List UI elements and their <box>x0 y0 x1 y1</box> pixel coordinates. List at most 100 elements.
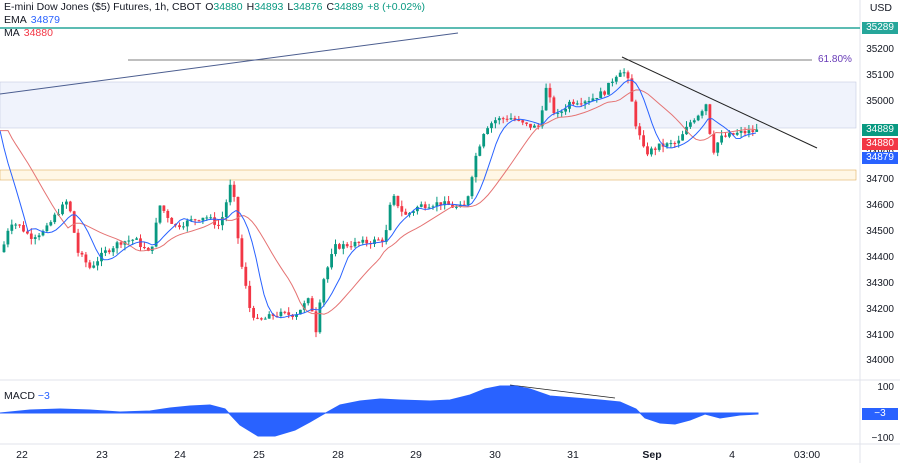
candle-body <box>377 239 380 241</box>
close-value: 34889 <box>334 1 364 13</box>
candle-body <box>322 279 326 303</box>
candle-body <box>435 202 439 207</box>
candle-body <box>638 126 642 136</box>
candle-body <box>217 224 220 226</box>
candle-body <box>154 222 158 247</box>
candle-body <box>29 233 33 239</box>
candle-body <box>423 204 427 208</box>
candle-body <box>240 238 244 267</box>
candle-body <box>72 211 76 233</box>
macd-value: −3 <box>37 390 50 402</box>
candle-body <box>345 244 349 247</box>
price-tick-7: 34400 <box>866 252 894 263</box>
candle-body <box>10 224 14 231</box>
candle-body <box>361 239 365 243</box>
candle-body <box>49 222 53 226</box>
candle-body <box>80 252 84 255</box>
candle-body <box>193 219 197 221</box>
ma-indicator-label[interactable]: MA <box>4 27 20 39</box>
ma-price-badge: 34880 <box>862 138 898 150</box>
candle-body <box>540 110 544 127</box>
candle-body <box>677 140 681 144</box>
open-value: 34880 <box>213 1 243 13</box>
candle-body <box>665 143 669 147</box>
candle-body <box>185 220 189 227</box>
candle-body <box>252 307 255 318</box>
candle-body <box>587 100 591 102</box>
candle-body <box>221 217 224 226</box>
candle-body <box>505 118 509 120</box>
candle-body <box>599 91 603 98</box>
candle-body <box>326 267 330 280</box>
candle-body <box>626 72 630 79</box>
ohlc-high: H34893 <box>247 1 284 14</box>
candle-body <box>61 204 64 215</box>
candle-body <box>700 111 704 116</box>
candle-body <box>657 143 661 150</box>
candle-body <box>162 205 166 211</box>
ema-indicator-label[interactable]: EMA <box>4 14 27 26</box>
candle-body <box>673 143 677 145</box>
macd-value-badge: −3 <box>862 408 898 420</box>
candle-body <box>447 201 450 205</box>
close-label: C <box>326 1 335 13</box>
time-tick-25: 25 <box>253 449 265 461</box>
candle-body <box>330 254 333 268</box>
candle-body <box>14 224 18 226</box>
candle-body <box>392 195 396 205</box>
candle-body <box>302 303 306 310</box>
candle-body <box>720 135 723 143</box>
candle-body <box>548 87 552 98</box>
candle-body <box>256 317 259 319</box>
ma-indicator-value: 34880 <box>23 27 53 39</box>
candle-body <box>427 207 431 209</box>
price-tick-2: 35000 <box>866 96 894 107</box>
time-tick-23: 23 <box>96 449 108 461</box>
symbol-title[interactable]: E-mini Dow Jones ($5) Futures, 1h, CBOT <box>4 1 202 13</box>
candle-body <box>494 120 497 124</box>
candle-body <box>497 118 501 121</box>
candle-body <box>349 246 353 248</box>
candle-body <box>630 78 634 102</box>
candle-body <box>189 219 193 221</box>
change-value: +8 (+0.02%) <box>367 1 426 13</box>
price-tick-11: 34000 <box>866 355 894 366</box>
candle-body <box>735 132 739 135</box>
candle-body <box>295 314 298 317</box>
price-tick-8: 34300 <box>866 278 894 289</box>
candle-body <box>490 123 493 129</box>
candle-body <box>88 262 92 268</box>
candle-body <box>6 230 10 245</box>
candle-body <box>2 244 6 253</box>
candle-body <box>115 242 119 249</box>
candle-body <box>318 302 322 333</box>
candle-body <box>751 130 755 132</box>
candle-body <box>201 217 205 221</box>
candle-body <box>642 135 645 147</box>
candle-body <box>536 125 540 127</box>
candle-body <box>653 148 657 150</box>
candle-body <box>439 202 443 206</box>
candle-body <box>166 210 170 218</box>
candle-body <box>228 184 232 203</box>
candle-body <box>560 111 564 113</box>
candle-body <box>380 239 384 242</box>
candle-body <box>478 146 482 156</box>
candle-body <box>224 202 228 218</box>
macd-label[interactable]: MACD <box>4 390 35 402</box>
candle-body <box>458 204 462 207</box>
currency-label[interactable]: USD <box>869 2 892 14</box>
price-tick-10: 34100 <box>866 330 894 341</box>
fib-level-label[interactable]: 61.80% <box>818 54 852 65</box>
candle-body <box>45 225 49 232</box>
macd-divergence-line <box>509 384 616 399</box>
candle-body <box>416 206 419 212</box>
candle-body <box>279 311 283 317</box>
candle-body <box>338 244 341 249</box>
candle-body <box>92 265 96 268</box>
candle-body <box>575 103 579 105</box>
candle-body <box>704 104 708 112</box>
price-tick-0: 35200 <box>866 44 894 55</box>
